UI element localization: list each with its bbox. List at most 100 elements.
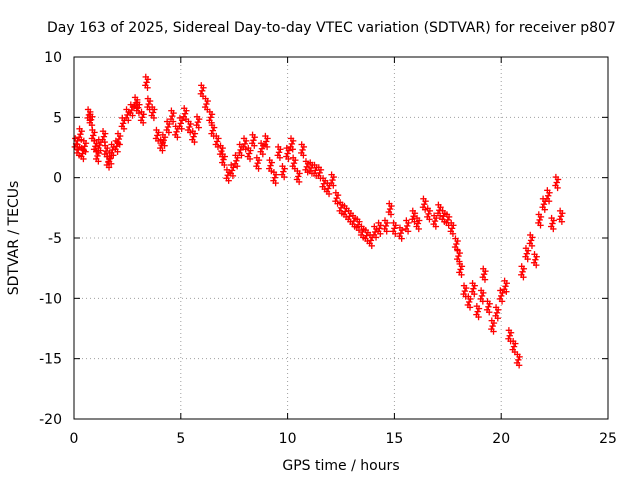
data-point — [72, 135, 79, 142]
data-point — [218, 147, 225, 155]
data-point — [480, 265, 487, 272]
data-point — [307, 159, 314, 166]
data-point — [97, 147, 104, 154]
data-point — [473, 302, 481, 310]
data-point — [160, 137, 167, 144]
data-point — [552, 173, 560, 181]
data-point — [125, 117, 132, 124]
data-point — [100, 133, 108, 140]
data-point — [466, 304, 474, 311]
data-point — [382, 222, 390, 230]
data-point — [465, 298, 473, 306]
data-point — [474, 308, 481, 315]
data-point — [240, 135, 248, 142]
data-point — [515, 356, 522, 364]
data-point — [84, 106, 92, 113]
data-point — [96, 141, 103, 149]
x-tick-label: 10 — [279, 431, 297, 447]
y-tick-label: 0 — [53, 171, 62, 187]
data-point — [193, 113, 201, 120]
data-point — [349, 212, 357, 219]
data-point — [430, 212, 438, 219]
data-point — [307, 164, 315, 172]
data-point — [165, 129, 173, 136]
data-point — [498, 292, 505, 300]
y-tick-label: -5 — [48, 231, 62, 247]
data-point — [458, 271, 465, 279]
data-point — [524, 255, 531, 263]
data-point — [74, 141, 81, 148]
data-point — [452, 235, 459, 242]
data-point — [95, 158, 102, 165]
data-point — [232, 152, 239, 159]
data-point — [129, 112, 136, 119]
data-point — [108, 141, 115, 148]
data-point — [404, 222, 411, 230]
data-point — [550, 225, 557, 233]
data-point — [493, 309, 501, 317]
x-tick-label: 15 — [385, 431, 403, 447]
data-point — [332, 189, 340, 196]
data-point — [414, 220, 422, 227]
data-point — [208, 121, 216, 129]
data-point — [161, 142, 168, 149]
data-point — [164, 123, 172, 131]
data-point — [80, 137, 88, 145]
data-point — [275, 143, 282, 151]
data-point — [439, 207, 446, 215]
data-point — [328, 171, 335, 178]
data-point — [397, 229, 405, 237]
data-point — [443, 211, 451, 218]
data-point — [134, 104, 142, 111]
data-point — [501, 277, 508, 285]
data-point — [290, 159, 298, 167]
data-point — [186, 123, 193, 131]
data-point — [489, 322, 496, 330]
data-point — [548, 214, 555, 222]
chart-title: Day 163 of 2025, Sidereal Day-to-day VTE… — [47, 20, 616, 36]
data-point — [345, 207, 352, 215]
data-point — [90, 132, 97, 139]
data-point — [531, 251, 538, 258]
data-point — [556, 207, 564, 215]
data-point — [287, 135, 295, 142]
data-point — [494, 315, 501, 322]
data-point — [470, 285, 477, 292]
data-point — [295, 178, 303, 186]
data-point — [381, 217, 389, 224]
data-point — [486, 309, 493, 316]
data-point — [174, 134, 181, 141]
x-tick-label: 20 — [492, 431, 510, 447]
data-point — [89, 126, 96, 134]
data-point — [153, 126, 160, 134]
data-point — [279, 163, 286, 170]
data-point — [194, 118, 202, 126]
data-point — [189, 128, 196, 135]
data-point — [94, 152, 101, 160]
data-point — [523, 250, 531, 257]
data-point — [148, 103, 156, 111]
data-point — [490, 328, 497, 335]
data-point — [413, 214, 421, 222]
data-point — [169, 112, 176, 120]
data-point — [280, 173, 288, 181]
data-point — [245, 150, 253, 157]
data-point — [386, 205, 394, 213]
data-point — [289, 154, 297, 161]
data-point — [168, 107, 175, 114]
x-tick-labels: 0 5 10 15 20 25 — [70, 431, 617, 447]
data-point — [312, 167, 319, 174]
data-point — [127, 101, 135, 108]
data-point — [497, 287, 504, 294]
data-point — [176, 114, 184, 122]
data-point — [471, 290, 478, 298]
data-point — [375, 219, 382, 227]
data-point — [541, 206, 548, 213]
data-point — [142, 73, 149, 81]
data-point — [202, 95, 209, 102]
data-point — [159, 131, 167, 139]
data-point — [554, 184, 561, 192]
data-point — [484, 298, 491, 305]
data-point — [134, 99, 141, 106]
